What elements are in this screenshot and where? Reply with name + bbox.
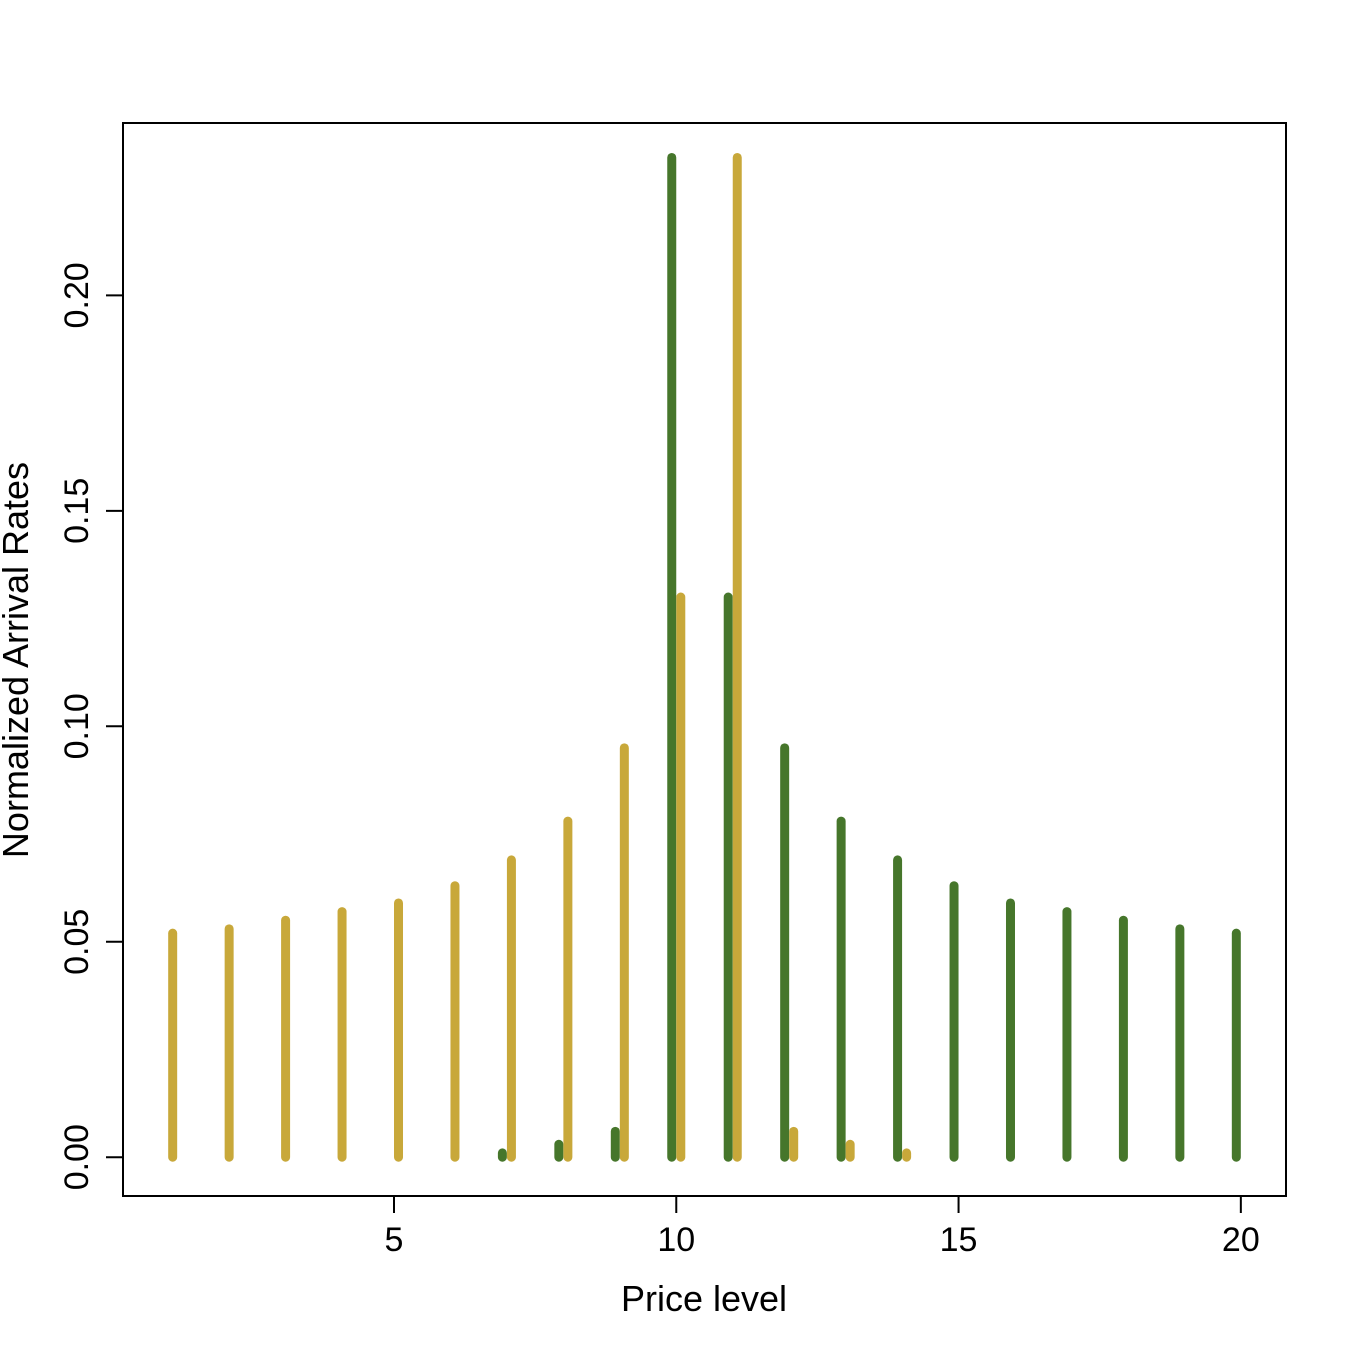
y-tick-label: 0.00: [58, 1124, 96, 1190]
y-tick-label: 0.10: [58, 693, 96, 759]
y-axis: 0.00 0.05 0.10 0.15 0.20: [58, 262, 124, 1190]
plot-frame: [122, 122, 1287, 1197]
x-tick-label: 5: [385, 1221, 404, 1259]
y-tick-label: 0.20: [58, 262, 96, 328]
x-tick-label: 20: [1222, 1221, 1260, 1259]
y-axis-label: Normalized Arrival Rates: [0, 462, 36, 858]
bars-layer: [168, 152, 1241, 1162]
y-tick-label: 0.15: [58, 478, 96, 544]
y-tick-label: 0.05: [58, 909, 96, 975]
x-tick-label: 15: [940, 1221, 978, 1259]
x-tick-label: 10: [657, 1221, 695, 1259]
x-axis: 5 10 15 20: [385, 1195, 1260, 1259]
x-axis-label: Price level: [621, 1278, 787, 1319]
